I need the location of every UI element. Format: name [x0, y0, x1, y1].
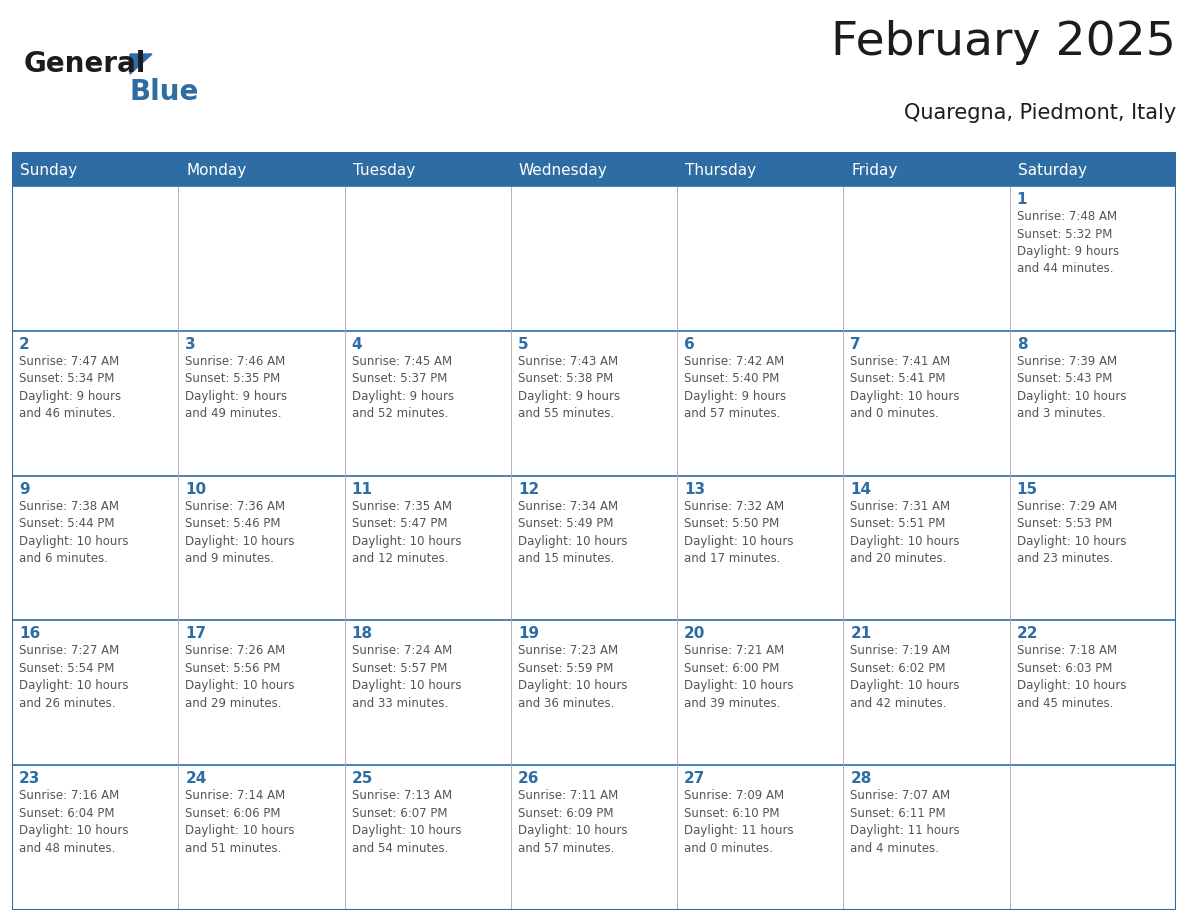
Text: Sunrise: 7:18 AM
Sunset: 6:03 PM
Daylight: 10 hours
and 45 minutes.: Sunrise: 7:18 AM Sunset: 6:03 PM Dayligh… — [1017, 644, 1126, 710]
Text: Sunrise: 7:42 AM
Sunset: 5:40 PM
Daylight: 9 hours
and 57 minutes.: Sunrise: 7:42 AM Sunset: 5:40 PM Dayligh… — [684, 354, 786, 420]
Text: Sunday: Sunday — [20, 163, 77, 178]
Text: 15: 15 — [1017, 482, 1038, 497]
Bar — [12, 766, 1176, 910]
Text: 16: 16 — [19, 626, 40, 642]
Text: 4: 4 — [352, 337, 362, 352]
Text: Sunrise: 7:31 AM
Sunset: 5:51 PM
Daylight: 10 hours
and 20 minutes.: Sunrise: 7:31 AM Sunset: 5:51 PM Dayligh… — [851, 499, 960, 565]
Text: Sunrise: 7:11 AM
Sunset: 6:09 PM
Daylight: 10 hours
and 57 minutes.: Sunrise: 7:11 AM Sunset: 6:09 PM Dayligh… — [518, 789, 627, 855]
Text: February 2025: February 2025 — [832, 20, 1176, 65]
Text: 9: 9 — [19, 482, 30, 497]
Text: Sunrise: 7:45 AM
Sunset: 5:37 PM
Daylight: 9 hours
and 52 minutes.: Sunrise: 7:45 AM Sunset: 5:37 PM Dayligh… — [352, 354, 454, 420]
Text: Sunrise: 7:09 AM
Sunset: 6:10 PM
Daylight: 11 hours
and 0 minutes.: Sunrise: 7:09 AM Sunset: 6:10 PM Dayligh… — [684, 789, 794, 855]
Text: Blue: Blue — [129, 78, 200, 106]
Text: Sunrise: 7:21 AM
Sunset: 6:00 PM
Daylight: 10 hours
and 39 minutes.: Sunrise: 7:21 AM Sunset: 6:00 PM Dayligh… — [684, 644, 794, 710]
Text: 22: 22 — [1017, 626, 1038, 642]
Text: Friday: Friday — [852, 163, 898, 178]
Text: 6: 6 — [684, 337, 695, 352]
Text: Sunrise: 7:46 AM
Sunset: 5:35 PM
Daylight: 9 hours
and 49 minutes.: Sunrise: 7:46 AM Sunset: 5:35 PM Dayligh… — [185, 354, 287, 420]
Polygon shape — [129, 54, 152, 74]
Text: Sunrise: 7:32 AM
Sunset: 5:50 PM
Daylight: 10 hours
and 17 minutes.: Sunrise: 7:32 AM Sunset: 5:50 PM Dayligh… — [684, 499, 794, 565]
Text: Sunrise: 7:29 AM
Sunset: 5:53 PM
Daylight: 10 hours
and 23 minutes.: Sunrise: 7:29 AM Sunset: 5:53 PM Dayligh… — [1017, 499, 1126, 565]
Text: Sunrise: 7:41 AM
Sunset: 5:41 PM
Daylight: 10 hours
and 0 minutes.: Sunrise: 7:41 AM Sunset: 5:41 PM Dayligh… — [851, 354, 960, 420]
Text: Sunrise: 7:23 AM
Sunset: 5:59 PM
Daylight: 10 hours
and 36 minutes.: Sunrise: 7:23 AM Sunset: 5:59 PM Dayligh… — [518, 644, 627, 710]
Text: Tuesday: Tuesday — [353, 163, 415, 178]
Text: Quaregna, Piedmont, Italy: Quaregna, Piedmont, Italy — [904, 103, 1176, 123]
Text: Sunrise: 7:38 AM
Sunset: 5:44 PM
Daylight: 10 hours
and 6 minutes.: Sunrise: 7:38 AM Sunset: 5:44 PM Dayligh… — [19, 499, 128, 565]
Text: Sunrise: 7:07 AM
Sunset: 6:11 PM
Daylight: 11 hours
and 4 minutes.: Sunrise: 7:07 AM Sunset: 6:11 PM Dayligh… — [851, 789, 960, 855]
Text: Sunrise: 7:14 AM
Sunset: 6:06 PM
Daylight: 10 hours
and 51 minutes.: Sunrise: 7:14 AM Sunset: 6:06 PM Dayligh… — [185, 789, 295, 855]
Text: 8: 8 — [1017, 337, 1028, 352]
Text: Sunrise: 7:43 AM
Sunset: 5:38 PM
Daylight: 9 hours
and 55 minutes.: Sunrise: 7:43 AM Sunset: 5:38 PM Dayligh… — [518, 354, 620, 420]
Text: 28: 28 — [851, 771, 872, 786]
Text: Sunrise: 7:36 AM
Sunset: 5:46 PM
Daylight: 10 hours
and 9 minutes.: Sunrise: 7:36 AM Sunset: 5:46 PM Dayligh… — [185, 499, 295, 565]
Text: 12: 12 — [518, 482, 539, 497]
Text: Saturday: Saturday — [1018, 163, 1087, 178]
Text: Sunrise: 7:13 AM
Sunset: 6:07 PM
Daylight: 10 hours
and 54 minutes.: Sunrise: 7:13 AM Sunset: 6:07 PM Dayligh… — [352, 789, 461, 855]
Text: 23: 23 — [19, 771, 40, 786]
Text: 24: 24 — [185, 771, 207, 786]
Text: Thursday: Thursday — [685, 163, 757, 178]
Text: 27: 27 — [684, 771, 706, 786]
Text: Sunrise: 7:27 AM
Sunset: 5:54 PM
Daylight: 10 hours
and 26 minutes.: Sunrise: 7:27 AM Sunset: 5:54 PM Dayligh… — [19, 644, 128, 710]
Text: 19: 19 — [518, 626, 539, 642]
Bar — [12, 621, 1176, 766]
Text: General: General — [24, 50, 146, 78]
Text: Sunrise: 7:24 AM
Sunset: 5:57 PM
Daylight: 10 hours
and 33 minutes.: Sunrise: 7:24 AM Sunset: 5:57 PM Dayligh… — [352, 644, 461, 710]
Bar — [12, 330, 1176, 476]
Text: 18: 18 — [352, 626, 373, 642]
Text: 10: 10 — [185, 482, 207, 497]
Text: 13: 13 — [684, 482, 706, 497]
Text: 26: 26 — [518, 771, 539, 786]
Text: 17: 17 — [185, 626, 207, 642]
Text: 20: 20 — [684, 626, 706, 642]
Text: Sunrise: 7:47 AM
Sunset: 5:34 PM
Daylight: 9 hours
and 46 minutes.: Sunrise: 7:47 AM Sunset: 5:34 PM Dayligh… — [19, 354, 121, 420]
Bar — [12, 156, 1176, 186]
Text: 3: 3 — [185, 337, 196, 352]
Text: 21: 21 — [851, 626, 872, 642]
Bar — [12, 476, 1176, 621]
Text: Wednesday: Wednesday — [519, 163, 607, 178]
Text: 7: 7 — [851, 337, 861, 352]
Text: Sunrise: 7:16 AM
Sunset: 6:04 PM
Daylight: 10 hours
and 48 minutes.: Sunrise: 7:16 AM Sunset: 6:04 PM Dayligh… — [19, 789, 128, 855]
Text: 14: 14 — [851, 482, 872, 497]
Text: 11: 11 — [352, 482, 373, 497]
Text: Sunrise: 7:34 AM
Sunset: 5:49 PM
Daylight: 10 hours
and 15 minutes.: Sunrise: 7:34 AM Sunset: 5:49 PM Dayligh… — [518, 499, 627, 565]
Text: Sunrise: 7:48 AM
Sunset: 5:32 PM
Daylight: 9 hours
and 44 minutes.: Sunrise: 7:48 AM Sunset: 5:32 PM Dayligh… — [1017, 210, 1119, 275]
Text: Monday: Monday — [187, 163, 247, 178]
Text: Sunrise: 7:39 AM
Sunset: 5:43 PM
Daylight: 10 hours
and 3 minutes.: Sunrise: 7:39 AM Sunset: 5:43 PM Dayligh… — [1017, 354, 1126, 420]
Text: Sunrise: 7:26 AM
Sunset: 5:56 PM
Daylight: 10 hours
and 29 minutes.: Sunrise: 7:26 AM Sunset: 5:56 PM Dayligh… — [185, 644, 295, 710]
Text: Sunrise: 7:19 AM
Sunset: 6:02 PM
Daylight: 10 hours
and 42 minutes.: Sunrise: 7:19 AM Sunset: 6:02 PM Dayligh… — [851, 644, 960, 710]
Text: 2: 2 — [19, 337, 30, 352]
Text: Sunrise: 7:35 AM
Sunset: 5:47 PM
Daylight: 10 hours
and 12 minutes.: Sunrise: 7:35 AM Sunset: 5:47 PM Dayligh… — [352, 499, 461, 565]
Text: 1: 1 — [1017, 192, 1028, 207]
Text: 25: 25 — [352, 771, 373, 786]
Text: 5: 5 — [518, 337, 529, 352]
Bar — [12, 186, 1176, 330]
